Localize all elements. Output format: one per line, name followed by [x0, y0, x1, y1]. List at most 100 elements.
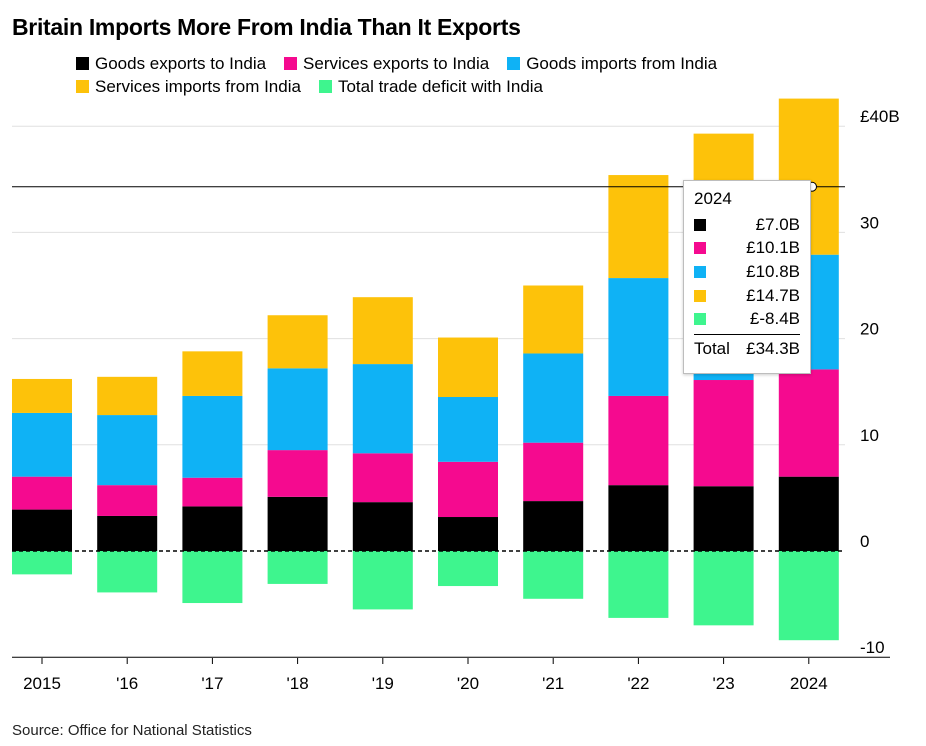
bar-segment [12, 476, 72, 510]
source-note: Source: Office for National Statistics [12, 722, 252, 739]
tooltip-value: £14.7B [746, 285, 800, 305]
bar-segment [182, 477, 243, 507]
tooltip: 2024 £7.0B £10.1B £10.8B £14.7B £-8.4B T… [683, 180, 811, 374]
bar-segment [352, 453, 413, 503]
bar-segment [182, 395, 243, 478]
tooltip-row-trade-deficit: £-8.4B [694, 307, 800, 331]
x-tick-label: '16 [116, 674, 138, 693]
bar-segment [438, 397, 498, 462]
bar-segment [608, 395, 669, 486]
bar-segment [778, 551, 839, 641]
bar-segment [12, 412, 72, 477]
tooltip-row-goods-imports: £10.8B [694, 260, 800, 284]
bar-segment [97, 551, 158, 593]
legend-row-2: Services imports from India Total trade … [76, 75, 836, 98]
bar-segment [438, 517, 498, 551]
bar-segment [352, 297, 413, 365]
legend-swatch [318, 80, 332, 93]
legend-label: Services exports to India [303, 54, 490, 73]
bar-segment [608, 175, 669, 279]
bars [12, 98, 839, 641]
legend-swatch [76, 57, 89, 70]
bar-segment [97, 485, 158, 516]
tooltip-total: Total £34.3B [694, 333, 800, 359]
tooltip-row-services-imports: £14.7B [694, 284, 800, 308]
y-tick-label: 10 [860, 426, 879, 445]
bar-segment [182, 351, 243, 396]
bar-segment [352, 364, 413, 454]
bar-segment [693, 551, 754, 626]
bar-segment [97, 376, 158, 416]
tooltip-total-label: Total [694, 338, 730, 358]
bar-segment [608, 485, 669, 551]
bar-segment [12, 378, 72, 413]
bar-segment [438, 337, 498, 398]
x-tick-label: 2015 [23, 674, 61, 693]
legend-swatch [76, 80, 89, 93]
tooltip-value: £-8.4B [749, 309, 800, 329]
y-tick-label: 0 [860, 532, 869, 551]
axes: £40B 30 20 10 0 -10 2015 '16 '17 '18 '19 '20 '21 '22 '… [12, 107, 900, 693]
bar-segment [778, 476, 839, 551]
bar-segment [608, 551, 669, 618]
bar-segment [523, 353, 584, 443]
bar-segment [267, 496, 328, 551]
x-tick-label: '22 [627, 674, 649, 693]
tooltip-swatch [694, 242, 706, 255]
legend-item-goods-exports[interactable]: Goods exports to India [76, 52, 266, 75]
tooltip-row-goods-exports: £7.0B [694, 213, 800, 237]
bar-segment [778, 369, 839, 477]
bar-segment [267, 368, 328, 451]
legend-item-goods-imports[interactable]: Goods imports from India [507, 52, 717, 75]
bar-segment [438, 461, 498, 518]
bar-segment [267, 551, 328, 584]
y-tick-label: -10 [860, 638, 885, 657]
bar-segment [693, 486, 754, 551]
bar-segment [12, 509, 72, 551]
bar-segment [182, 551, 243, 604]
x-tick-label: 2024 [790, 674, 828, 693]
x-tick-label: '18 [287, 674, 309, 693]
bar-segment [97, 415, 158, 486]
x-tick-label: '19 [372, 674, 394, 693]
tooltip-swatch [694, 218, 706, 231]
bar-segment [97, 515, 158, 551]
x-tick-label: '21 [542, 674, 564, 693]
bar-segment [267, 315, 328, 369]
bar-segment [438, 551, 498, 587]
bar-segment [693, 380, 754, 487]
legend-label: Goods imports from India [526, 54, 718, 73]
bar-segment [523, 442, 584, 502]
y-tick-label: 20 [860, 320, 879, 339]
legend-item-services-exports[interactable]: Services exports to India [284, 52, 489, 75]
bar-segment [523, 551, 584, 599]
bar-segment [12, 551, 72, 575]
bar-segment [352, 551, 413, 610]
legend-swatch [284, 57, 298, 70]
legend: Goods exports to India Services exports … [76, 52, 836, 98]
tooltip-total-value: £34.3B [746, 338, 800, 358]
y-tick-label: 30 [860, 213, 879, 232]
legend-label: Goods exports to India [95, 54, 267, 73]
chart-title: Britain Imports More From India Than It … [12, 14, 521, 40]
legend-item-services-imports[interactable]: Services imports from India [76, 75, 301, 98]
tooltip-year: 2024 [694, 189, 732, 208]
legend-label: Total trade deficit with India [337, 77, 544, 96]
tooltip-swatch [694, 289, 706, 302]
tooltip-swatch [694, 313, 706, 326]
tooltip-row-services-exports: £10.1B [694, 237, 800, 261]
bar-segment [523, 285, 584, 354]
tooltip-value: £10.8B [746, 261, 800, 281]
bar-segment [352, 502, 413, 551]
legend-label: Services imports from India [95, 77, 301, 96]
tooltip-swatch [694, 265, 706, 278]
bar-segment [608, 278, 669, 396]
tooltip-value: £10.1B [746, 238, 800, 258]
legend-row-1: Goods exports to India Services exports … [76, 52, 836, 75]
bar-segment [267, 450, 328, 497]
legend-swatch [507, 57, 521, 70]
x-tick-label: '20 [457, 674, 479, 693]
x-tick-label: '23 [713, 674, 735, 693]
legend-item-trade-deficit[interactable]: Total trade deficit with India [318, 75, 544, 98]
